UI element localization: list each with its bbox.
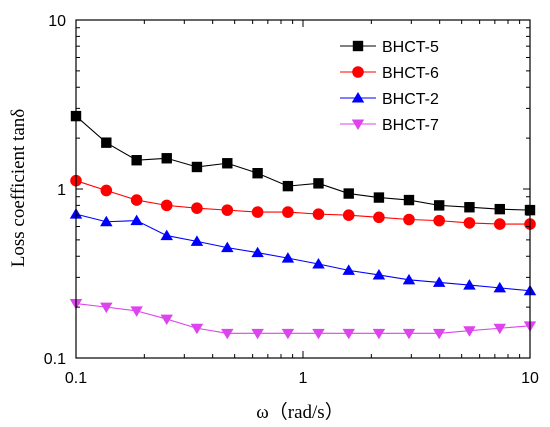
data-point-bhct-6 <box>191 202 203 214</box>
plot-frame <box>75 19 531 359</box>
data-point-bhct-2 <box>281 252 295 263</box>
series-line-bhct-6 <box>75 180 530 225</box>
legend-label-bhct-7: BHCT-7 <box>382 117 439 134</box>
data-point-bhct-7 <box>463 326 476 337</box>
x-axis-label: ω（rad/s） <box>256 401 343 423</box>
series-line-bhct-7 <box>75 302 531 334</box>
data-point-bhct-6 <box>312 208 325 220</box>
data-point-bhct-5 <box>222 158 233 169</box>
plot-area <box>69 110 537 340</box>
data-point-bhct-7 <box>312 328 325 340</box>
y-tick-label: 10 <box>48 13 66 30</box>
data-point-bhct-5 <box>373 192 385 203</box>
data-point-bhct-6 <box>221 204 234 216</box>
data-point-bhct-7 <box>372 328 386 340</box>
data-point-bhct-6 <box>493 218 506 230</box>
data-point-bhct-2 <box>312 258 325 269</box>
data-point-bhct-6 <box>403 213 415 226</box>
data-point-bhct-6 <box>342 209 355 221</box>
legend-marker-bhct-5 <box>352 40 364 52</box>
data-point-bhct-2 <box>190 235 204 246</box>
series-line-bhct-5 <box>75 115 531 211</box>
data-point-bhct-2 <box>493 281 507 293</box>
data-point-bhct-2 <box>130 214 143 226</box>
data-point-bhct-5 <box>494 203 505 215</box>
data-point-bhct-2 <box>372 268 386 280</box>
data-point-bhct-6 <box>251 206 264 218</box>
legend-label-bhct-5: BHCT-5 <box>382 39 439 56</box>
x-tick-label: 1 <box>299 370 308 387</box>
data-point-bhct-5 <box>343 188 354 199</box>
data-point-bhct-5 <box>433 200 445 211</box>
series-line-bhct-2 <box>75 213 531 292</box>
data-point-bhct-5 <box>313 178 324 189</box>
data-point-bhct-6 <box>373 211 385 224</box>
data-point-bhct-5 <box>191 161 203 173</box>
x-tick-label: 0.1 <box>65 370 87 387</box>
data-point-bhct-6 <box>130 194 143 206</box>
data-point-bhct-2 <box>160 229 173 241</box>
data-point-bhct-7 <box>160 314 173 326</box>
data-point-bhct-2 <box>342 264 355 275</box>
data-point-bhct-7 <box>432 328 446 340</box>
data-point-bhct-7 <box>493 323 507 335</box>
y-tick-label: 1 <box>57 182 66 199</box>
data-point-bhct-6 <box>100 184 113 197</box>
data-point-bhct-5 <box>464 202 475 213</box>
data-point-bhct-5 <box>403 194 415 206</box>
data-point-bhct-7 <box>130 306 143 317</box>
data-point-bhct-2 <box>251 246 264 258</box>
x-tick-label: 10 <box>521 370 539 387</box>
data-point-bhct-6 <box>463 217 476 229</box>
data-point-bhct-2 <box>402 273 416 285</box>
data-point-bhct-5 <box>161 153 172 164</box>
data-point-bhct-2 <box>463 279 476 290</box>
data-point-bhct-7 <box>342 328 355 340</box>
data-point-bhct-5 <box>101 137 112 148</box>
data-point-bhct-5 <box>252 168 263 179</box>
data-point-bhct-7 <box>100 302 113 314</box>
data-point-bhct-7 <box>402 328 416 340</box>
data-point-bhct-6 <box>282 206 294 218</box>
data-point-bhct-5 <box>282 180 294 192</box>
y-axis-label: Loss coefficient tanδ <box>8 109 29 267</box>
data-point-bhct-5 <box>131 155 142 166</box>
y-tick-label: 0.1 <box>44 351 66 368</box>
data-point-bhct-7 <box>281 328 295 340</box>
data-point-bhct-6 <box>433 214 445 227</box>
data-point-bhct-2 <box>221 241 234 253</box>
axes: 0.1 1 10 0.1 1 10 <box>44 13 539 387</box>
legend-marker-bhct-7 <box>351 119 365 130</box>
data-point-bhct-6 <box>160 199 173 212</box>
data-point-bhct-7 <box>190 323 204 335</box>
data-point-bhct-2 <box>432 276 446 287</box>
data-point-bhct-7 <box>221 328 234 340</box>
data-point-bhct-7 <box>251 328 264 340</box>
legend-label-bhct-6: BHCT-6 <box>382 65 439 82</box>
legend-label-bhct-2: BHCT-2 <box>382 91 439 108</box>
legend: BHCT-5 BHCT-6 BHCT-2 BHCT-7 <box>340 39 439 134</box>
legend-marker-bhct-6 <box>352 66 364 78</box>
data-point-bhct-2 <box>100 215 113 227</box>
legend-marker-bhct-2 <box>351 92 365 103</box>
